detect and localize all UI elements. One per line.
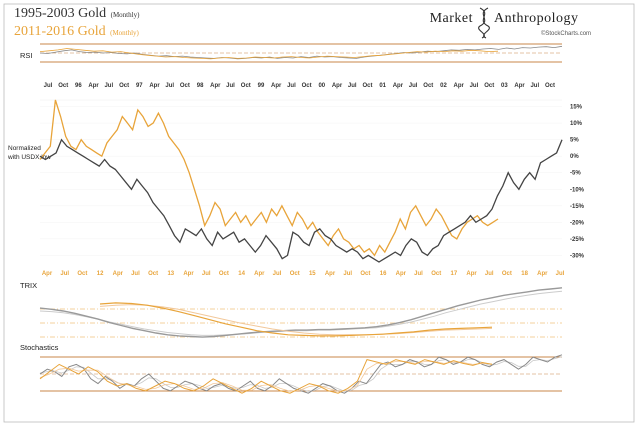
x-tick-label-bottom: Oct bbox=[77, 271, 87, 277]
x-tick-label-top: Jul bbox=[165, 83, 174, 89]
x-tick-label-top: Apr bbox=[514, 83, 525, 89]
x-tick-label-top: Jul bbox=[348, 83, 357, 89]
x-tick-label-top: 03 bbox=[501, 83, 508, 89]
y-tick-label: -10% bbox=[570, 187, 585, 193]
stochastics-label: Stochastics bbox=[20, 343, 59, 352]
dna-logo-icon bbox=[478, 7, 490, 39]
x-tick-label-bottom: Apr bbox=[466, 271, 477, 277]
x-axis-top: Jul Oct 96 Apr Jul Oct 97 Apr Jul Oct 98 Apr Jul Oct 9… bbox=[44, 83, 555, 89]
x-tick-label-bottom: 15 bbox=[309, 271, 316, 277]
x-tick-label-top: Apr bbox=[149, 83, 160, 89]
y-tick-label: -20% bbox=[570, 220, 585, 226]
x-tick-label-top: 99 bbox=[258, 83, 265, 89]
x-tick-label-bottom: Jul bbox=[485, 271, 494, 277]
x-tick-label-bottom: Jul bbox=[414, 271, 423, 277]
x-tick-label-bottom: Jul bbox=[556, 271, 565, 277]
x-tick-label-top: Apr bbox=[332, 83, 343, 89]
y-tick-label: -5% bbox=[570, 171, 581, 177]
stoch-line-2011 bbox=[39, 359, 493, 394]
x-tick-label-top: 97 bbox=[136, 83, 143, 89]
x-tick-label-top: Oct bbox=[362, 83, 372, 89]
y-tick-label: -15% bbox=[570, 204, 585, 210]
x-tick-label-bottom: Apr bbox=[396, 271, 407, 277]
x-tick-label-bottom: Oct bbox=[502, 271, 512, 277]
x-tick-label-top: Jul bbox=[104, 83, 113, 89]
x-tick-label-top: Oct bbox=[58, 83, 68, 89]
normalized-note-line2: with USDX low bbox=[7, 154, 51, 161]
x-tick-label-bottom: Oct bbox=[219, 271, 229, 277]
x-axis-bottom: Apr Jul Oct 12 Apr Jul Oct 13 Apr Jul Oct 14 Apr Jul O… bbox=[42, 271, 565, 277]
x-tick-label-bottom: 14 bbox=[238, 271, 245, 277]
rsi-label: RSI bbox=[20, 51, 33, 60]
x-tick-label-top: Apr bbox=[454, 83, 465, 89]
x-tick-label-bottom: Jul bbox=[273, 271, 282, 277]
x-tick-label-bottom: Oct bbox=[148, 271, 158, 277]
y-tick-label: -25% bbox=[570, 237, 585, 243]
x-tick-label-top: 96 bbox=[75, 83, 82, 89]
x-tick-label-top: 01 bbox=[379, 83, 386, 89]
x-tick-label-top: Oct bbox=[180, 83, 190, 89]
x-tick-label-bottom: Oct bbox=[290, 271, 300, 277]
series-line-1995-gold bbox=[39, 138, 563, 263]
x-tick-label-bottom: Oct bbox=[360, 271, 370, 277]
x-tick-label-top: Apr bbox=[393, 83, 404, 89]
y-axis-right: 15% 10% 5% 0% -5% -10% -15% -20% -25% -30% bbox=[570, 105, 585, 260]
x-tick-label-top: 00 bbox=[318, 83, 325, 89]
brand-right: Anthropology bbox=[494, 11, 579, 26]
x-tick-label-bottom: Jul bbox=[202, 271, 211, 277]
x-tick-label-bottom: Apr bbox=[254, 271, 265, 277]
x-tick-label-top: Oct bbox=[545, 83, 555, 89]
series-line-2011-gold bbox=[39, 99, 499, 257]
x-tick-label-top: Oct bbox=[302, 83, 312, 89]
x-tick-label-top: 98 bbox=[197, 83, 204, 89]
x-tick-label-top: Apr bbox=[271, 83, 282, 89]
x-tick-label-top: Jul bbox=[470, 83, 479, 89]
y-tick-label: 15% bbox=[570, 105, 583, 111]
y-tick-label: 5% bbox=[570, 138, 579, 144]
trix-line-1995 bbox=[39, 287, 563, 338]
brand-left: Market bbox=[430, 11, 473, 26]
x-tick-label-bottom: Jul bbox=[343, 271, 352, 277]
x-tick-label-top: Oct bbox=[241, 83, 251, 89]
x-tick-label-bottom: 12 bbox=[97, 271, 104, 277]
x-tick-label-top: 02 bbox=[440, 83, 447, 89]
x-tick-label-top: Jul bbox=[226, 83, 235, 89]
y-tick-label: -30% bbox=[570, 253, 585, 259]
y-tick-label: 0% bbox=[570, 154, 579, 160]
x-tick-label-bottom: 16 bbox=[380, 271, 387, 277]
x-tick-label-top: Jul bbox=[44, 83, 53, 89]
title-1995: 1995-2003 Gold (Monthly) bbox=[14, 4, 140, 21]
trix-line-2011 bbox=[99, 302, 493, 337]
x-tick-label-bottom: Apr bbox=[325, 271, 336, 277]
x-tick-label-top: Apr bbox=[88, 83, 99, 89]
x-tick-label-bottom: Apr bbox=[42, 271, 53, 277]
x-tick-label-bottom: Jul bbox=[131, 271, 140, 277]
x-tick-label-bottom: Apr bbox=[183, 271, 194, 277]
y-tick-label: 10% bbox=[570, 121, 583, 127]
trix-signal-2011 bbox=[99, 304, 493, 336]
x-tick-label-bottom: 13 bbox=[167, 271, 174, 277]
x-tick-label-bottom: 18 bbox=[521, 271, 528, 277]
x-tick-label-bottom: 17 bbox=[451, 271, 458, 277]
x-tick-label-top: Oct bbox=[423, 83, 433, 89]
stockcharts-credit: ©StockCharts.com bbox=[541, 30, 591, 37]
x-tick-label-top: Jul bbox=[530, 83, 539, 89]
x-tick-label-top: Jul bbox=[287, 83, 296, 89]
x-tick-label-top: Jul bbox=[409, 83, 418, 89]
x-tick-label-top: Oct bbox=[119, 83, 129, 89]
rsi-line-1995 bbox=[39, 45, 563, 60]
trix-label: TRIX bbox=[20, 281, 37, 290]
normalized-note-line1: Normalized bbox=[8, 145, 41, 152]
x-tick-label-bottom: Oct bbox=[431, 271, 441, 277]
x-tick-label-bottom: Jul bbox=[60, 271, 69, 277]
x-tick-label-bottom: Apr bbox=[113, 271, 124, 277]
outer-border bbox=[3, 3, 635, 423]
x-tick-label-top: Oct bbox=[484, 83, 494, 89]
x-tick-label-bottom: Apr bbox=[537, 271, 548, 277]
title-2011: 2011-2016 Gold (Monthly) bbox=[14, 22, 140, 39]
x-tick-label-top: Apr bbox=[210, 83, 221, 89]
rsi-line-2011 bbox=[39, 48, 499, 60]
